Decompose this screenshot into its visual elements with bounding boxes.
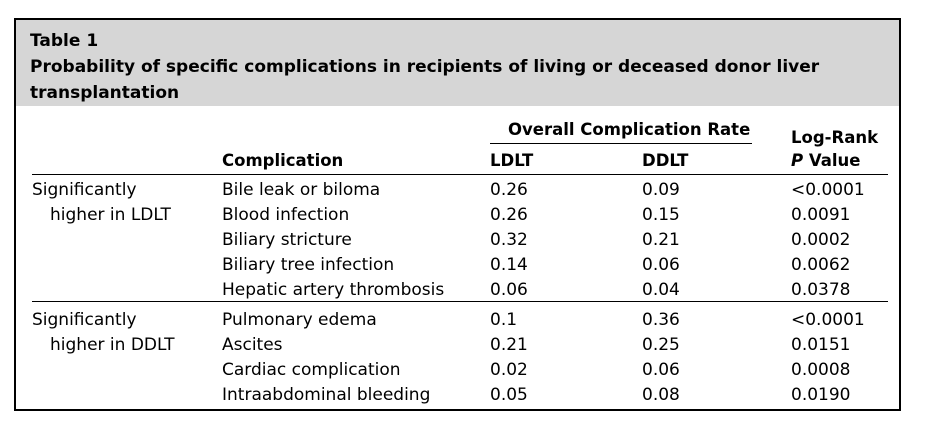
complication-cell: Hepatic artery thrombosis [222,280,445,300]
p-value-cell: <0.0001 [791,180,865,200]
ldlt-rate-cell: 0.14 [490,255,528,275]
p-value-cell: 0.0062 [791,255,851,275]
ldlt-rate-cell: 0.1 [490,310,518,330]
ldlt-rate-cell: 0.02 [490,360,528,380]
ddlt-rate-cell: 0.36 [642,310,680,330]
complication-cell: Cardiac complication [222,360,401,380]
ldlt-rate-cell: 0.21 [490,335,528,355]
ldlt-rate-cell: 0.06 [490,280,528,300]
ldlt-rate-cell: 0.05 [490,385,528,405]
table-frame: Table 1 Probability of specific complica… [14,18,901,411]
ddlt-rate-cell: 0.08 [642,385,680,405]
header-group-overall-rate: Overall Complication Rate [508,120,751,139]
header-logrank-line-1: Log-Rank [791,128,879,147]
group-label-line-1: Significantly [32,310,137,330]
header-ldlt: LDLT [490,151,534,170]
p-value-cell: 0.0091 [791,205,851,225]
ddlt-rate-cell: 0.15 [642,205,680,225]
header-p-symbol: P [791,151,804,170]
p-value-cell: 0.0002 [791,230,851,250]
p-value-cell: 0.0008 [791,360,851,380]
ddlt-rate-cell: 0.21 [642,230,680,250]
group-label-line-2: higher in DDLT [50,335,175,355]
p-value-cell: 0.0378 [791,280,851,300]
ldlt-rate-cell: 0.26 [490,205,528,225]
ldlt-rate-cell: 0.32 [490,230,528,250]
table-title-line-1: Probability of specific complications in… [30,57,820,77]
table-caption: Table 1 Probability of specific complica… [16,20,899,106]
group-label-line-2: higher in LDLT [50,205,171,225]
p-value-cell: 0.0151 [791,335,851,355]
complication-cell: Biliary tree infection [222,255,395,275]
complication-cell: Biliary stricture [222,230,352,250]
group-label-line-1: Significantly [32,180,137,200]
ldlt-rate-cell: 0.26 [490,180,528,200]
header-value-word: Value [803,151,861,170]
complication-cell: Blood infection [222,205,350,225]
p-value-cell: 0.0190 [791,385,851,405]
group-separator-rule [32,301,888,302]
ddlt-rate-cell: 0.04 [642,280,680,300]
table-title-line-2: transplantation [30,83,180,103]
complication-cell: Pulmonary edema [222,310,377,330]
header-logrank-line-2: P Value [791,151,860,170]
ddlt-rate-cell: 0.06 [642,360,680,380]
ddlt-rate-cell: 0.09 [642,180,680,200]
complication-cell: Intraabdominal bleeding [222,385,431,405]
header-ddlt: DDLT [642,151,689,170]
complication-cell: Bile leak or biloma [222,180,381,200]
ddlt-rate-cell: 0.25 [642,335,680,355]
header-rule [32,174,888,175]
complication-cell: Ascites [222,335,283,355]
table-label: Table 1 [30,31,99,51]
header-complication: Complication [222,151,344,170]
group-header-rule [490,143,752,144]
p-value-cell: <0.0001 [791,310,865,330]
ddlt-rate-cell: 0.06 [642,255,680,275]
